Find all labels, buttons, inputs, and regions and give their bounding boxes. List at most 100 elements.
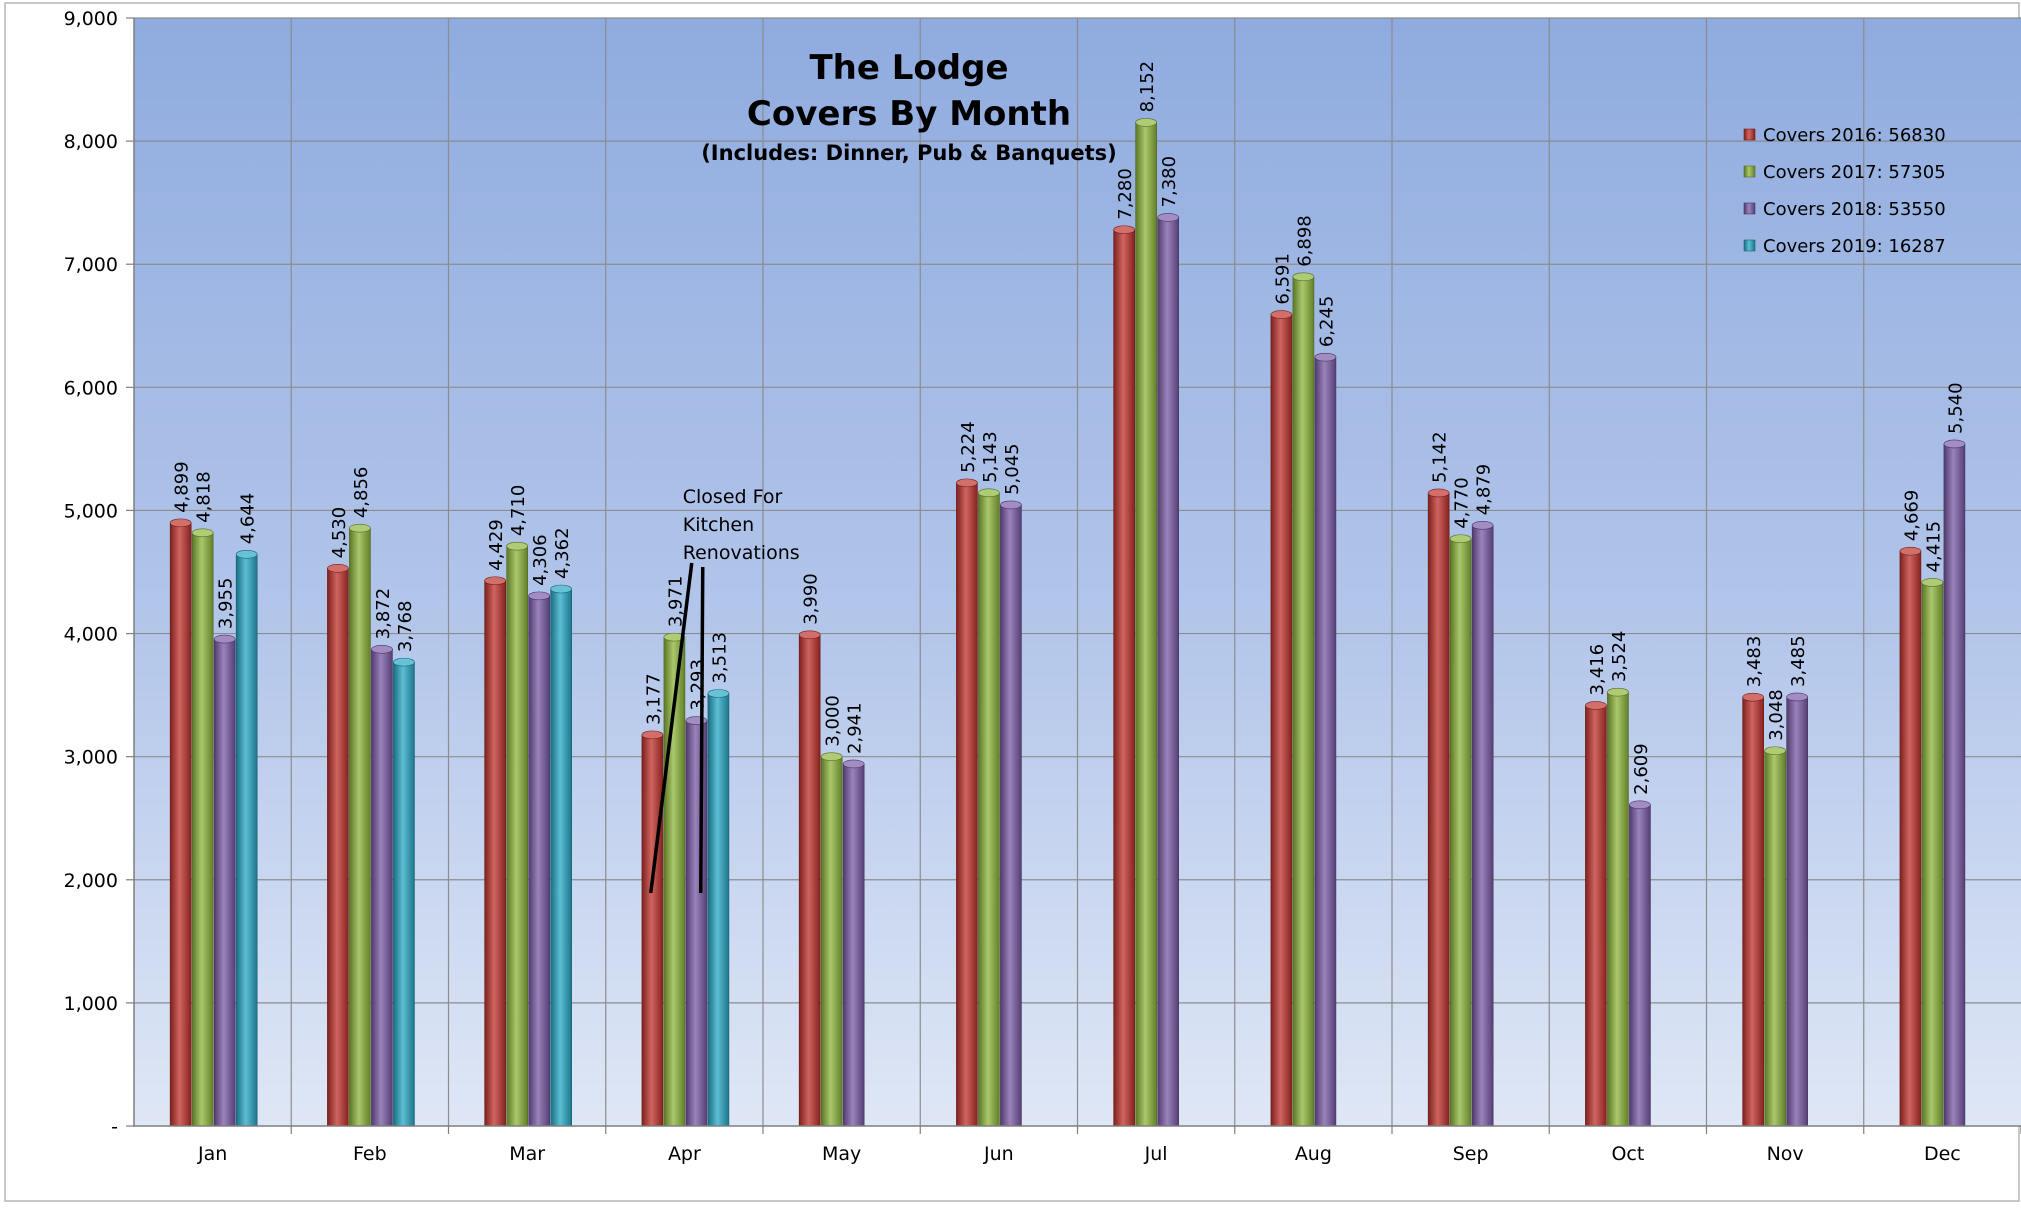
bar-cap bbox=[1427, 488, 1450, 498]
bar bbox=[1786, 696, 1808, 1127]
y-tick-label: 3,000 bbox=[64, 747, 118, 769]
data-label: 6,245 bbox=[1316, 296, 1337, 348]
bar bbox=[1585, 705, 1607, 1127]
data-label: 4,770 bbox=[1452, 477, 1473, 529]
x-tick-label: Jun bbox=[983, 1143, 1014, 1165]
x-tick-label: Sep bbox=[1453, 1143, 1489, 1165]
bar bbox=[371, 649, 393, 1127]
bar bbox=[393, 661, 415, 1127]
data-label: 5,224 bbox=[958, 421, 979, 473]
data-label: 3,177 bbox=[643, 673, 664, 725]
legend: Covers 2016: 56830 Covers 2017: 57305 Cove… bbox=[1743, 125, 1946, 257]
bar-cap bbox=[191, 528, 214, 538]
data-label: 7,380 bbox=[1159, 156, 1180, 208]
bar-cap bbox=[842, 759, 865, 769]
bar bbox=[1921, 582, 1944, 1127]
bar-cap bbox=[663, 632, 686, 642]
bar-cap bbox=[506, 541, 528, 551]
bar-cap bbox=[169, 518, 192, 528]
annotation: Closed For Kitchen Renovations bbox=[649, 486, 800, 894]
bar bbox=[978, 492, 1000, 1127]
bar-cap bbox=[1629, 800, 1651, 810]
bar bbox=[1314, 356, 1337, 1127]
bar bbox=[1899, 550, 1922, 1127]
data-label: 4,818 bbox=[194, 471, 215, 523]
data-label: 7,280 bbox=[1115, 168, 1136, 220]
bar-cap bbox=[327, 564, 349, 573]
legend-swatch bbox=[1743, 165, 1756, 178]
x-tick-label: Oct bbox=[1611, 1143, 1644, 1165]
bar bbox=[349, 527, 371, 1127]
y-tick-label: 1,000 bbox=[64, 993, 118, 1015]
data-label: 3,524 bbox=[1609, 631, 1630, 683]
legend-label: Covers 2019: 16287 bbox=[1763, 236, 1946, 257]
y-tick-label: 9,000 bbox=[64, 8, 118, 30]
title-line-1: The Lodge bbox=[809, 48, 1008, 88]
bar bbox=[1607, 691, 1629, 1127]
data-label: 3,971 bbox=[665, 576, 686, 628]
legend-label: Covers 2016: 56830 bbox=[1763, 125, 1946, 146]
bar-cap bbox=[1449, 534, 1472, 544]
x-tick-label: Nov bbox=[1767, 1143, 1804, 1165]
data-label: 3,483 bbox=[1744, 636, 1765, 688]
bar bbox=[1449, 538, 1472, 1127]
data-label: 4,429 bbox=[486, 519, 507, 571]
bar-cap bbox=[235, 549, 258, 559]
chart-subtitle: (Includes: Dinner, Pub & Banquets) bbox=[701, 141, 1117, 165]
bar-cap bbox=[371, 645, 393, 654]
data-label: 8,152 bbox=[1137, 61, 1158, 113]
bar-cap bbox=[1943, 439, 1966, 449]
data-label: 3,513 bbox=[709, 632, 730, 684]
data-label: 4,306 bbox=[530, 534, 551, 586]
data-label: 3,955 bbox=[216, 578, 237, 630]
bar-cap bbox=[1764, 746, 1786, 756]
annotation-pointer bbox=[649, 562, 694, 894]
data-label: 4,710 bbox=[508, 485, 529, 537]
x-tick-label: Aug bbox=[1295, 1143, 1332, 1165]
bar bbox=[707, 693, 730, 1127]
data-label: 6,898 bbox=[1294, 215, 1315, 267]
data-label: 5,045 bbox=[1002, 443, 1023, 495]
bar bbox=[528, 595, 550, 1127]
annotation-text: Renovations bbox=[683, 542, 800, 564]
annotation-pointer bbox=[699, 566, 705, 894]
bar-cap bbox=[213, 634, 236, 644]
data-label: 6,591 bbox=[1272, 253, 1293, 305]
data-label: 3,048 bbox=[1766, 689, 1787, 741]
bar bbox=[1113, 229, 1135, 1127]
data-label: 5,142 bbox=[1430, 431, 1451, 483]
bar bbox=[484, 580, 506, 1127]
data-label: 2,609 bbox=[1631, 743, 1652, 795]
bar-cap bbox=[956, 478, 978, 488]
bar bbox=[191, 532, 214, 1127]
bar bbox=[1629, 804, 1651, 1127]
bar bbox=[327, 568, 349, 1127]
data-label: 4,644 bbox=[238, 493, 259, 545]
bar bbox=[1471, 525, 1494, 1127]
x-tick-label: Mar bbox=[509, 1143, 545, 1165]
data-label: 3,000 bbox=[823, 695, 844, 747]
bar-cap bbox=[349, 523, 371, 533]
gridlines bbox=[134, 17, 2021, 1126]
data-label: 4,856 bbox=[351, 467, 372, 519]
chart-title: The Lodge Covers By Month (Includes: Din… bbox=[701, 48, 1117, 165]
bar-cap bbox=[1471, 521, 1494, 530]
bar-cap bbox=[1921, 578, 1944, 587]
y-tick-label: - bbox=[111, 1116, 118, 1138]
legend-label: Covers 2017: 57305 bbox=[1763, 162, 1946, 183]
bar-cap bbox=[1314, 352, 1337, 362]
bar bbox=[685, 720, 708, 1127]
x-tick-label: Dec bbox=[1924, 1143, 1961, 1165]
data-label: 3,872 bbox=[373, 588, 394, 640]
bar-cap bbox=[1135, 118, 1157, 127]
data-label: 3,416 bbox=[1587, 644, 1608, 696]
y-tick-label: 2,000 bbox=[64, 870, 118, 892]
bar-cap bbox=[685, 716, 708, 725]
data-label: 2,941 bbox=[845, 702, 866, 754]
bar-cap bbox=[1157, 213, 1179, 222]
bar-cap bbox=[1899, 546, 1922, 556]
x-tick-label: Jul bbox=[1144, 1143, 1168, 1165]
bar bbox=[235, 553, 258, 1127]
bars bbox=[169, 118, 1966, 1127]
